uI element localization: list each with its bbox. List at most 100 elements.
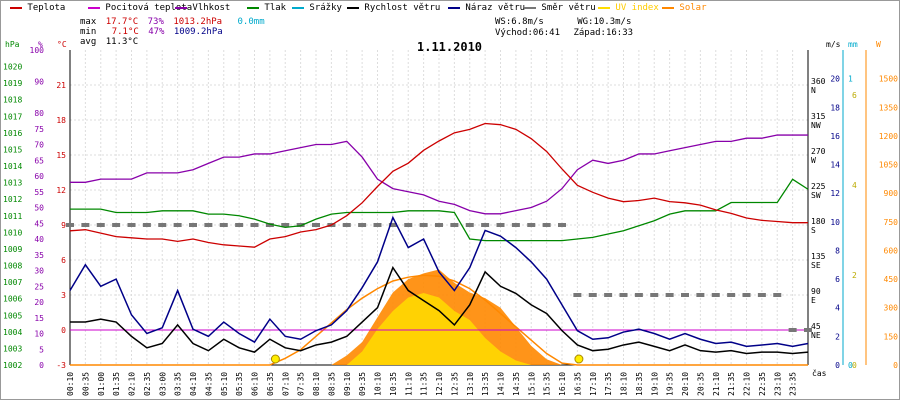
hum-tick-label: 10 [34, 330, 44, 339]
x-tick-label: 11:35 [420, 372, 429, 396]
hum-tick-label: 100 [30, 46, 45, 55]
legend-swatch-pressure [247, 6, 259, 9]
x-tick-label: 08:10 [312, 372, 321, 396]
hum-tick-label: 5 [39, 345, 44, 354]
dir-tick-label: 45 [811, 322, 821, 331]
legend-item-feels: Pocitová teplota [88, 3, 192, 13]
legend-swatch-temp [10, 6, 22, 9]
dir-tick-compass: N [811, 86, 816, 95]
temp-tick-label: 21 [56, 81, 66, 90]
x-tick-label: 14:35 [512, 372, 521, 396]
wind-direction-mark [404, 223, 413, 227]
wind-direction-mark [588, 293, 597, 297]
wind-direction-mark [511, 223, 520, 227]
x-tick-label: 04:10 [189, 372, 198, 396]
dir-tick-label: 360 [811, 77, 826, 86]
press-tick-label: 1016 [3, 129, 22, 138]
x-tick-label: 17:10 [589, 372, 598, 396]
wind-wg: WG:10.3m/s [577, 17, 632, 27]
press-tick-label: 1006 [3, 295, 22, 304]
stats-block: max 17.7°C 73% 1013.2hPa 0.0mm min 7.1°C… [80, 17, 265, 47]
uv-tick-label: 6 [852, 91, 857, 100]
x-tick-label: 09:10 [343, 372, 352, 396]
temp-tick-label: 3 [61, 291, 66, 300]
solar-unit-label: W [876, 40, 881, 49]
dir-tick-label: 315 [811, 112, 826, 121]
wind-ws: WS:6.8m/s [495, 17, 544, 27]
stats-min-label: min [80, 27, 97, 37]
x-tick-label: 03:00 [158, 372, 167, 396]
wind-direction-mark [558, 223, 566, 227]
wind-unit-label: m/s [826, 40, 841, 49]
solar-tick-label: 0 [893, 361, 898, 370]
temp-unit-label: °C [57, 40, 67, 49]
wind-direction-mark [66, 223, 74, 227]
stats-max-temp: 17.7°C [105, 17, 139, 27]
wind-direction-mark [419, 223, 428, 227]
rain-unit-label: mm [848, 40, 858, 49]
wind-direction-mark [96, 223, 105, 227]
legend-item-temp: Teplota [10, 3, 65, 13]
dir-tick-compass: S [811, 226, 816, 235]
wind-direction-mark [604, 293, 613, 297]
wind-tick-label: 10 [830, 218, 840, 227]
legend-label-feels: Pocitová teplota [105, 3, 193, 13]
x-tick-label: 00:35 [81, 372, 90, 396]
hum-tick-label: 55 [34, 188, 44, 197]
press-tick-label: 1014 [3, 162, 22, 171]
dir-tick-compass: NW [811, 121, 821, 130]
wind-tick-label: 6 [835, 275, 840, 284]
wind-direction-mark [788, 328, 797, 332]
press-tick-label: 1003 [3, 344, 22, 353]
wind-direction-mark [742, 293, 751, 297]
dir-tick-compass: SE [811, 261, 821, 270]
stats-max-press: 1013.2hPa [173, 17, 223, 27]
wind-direction-mark [450, 223, 459, 227]
uv-tick-label: 0 [852, 361, 857, 370]
stats-min-hum: 47% [148, 27, 165, 37]
hum-unit-label: % [38, 40, 43, 49]
hum-tick-label: 0 [39, 361, 44, 370]
solar-tick-label: 1350 [879, 103, 898, 112]
hum-tick-label: 25 [34, 282, 44, 291]
hum-tick-label: 45 [34, 219, 44, 228]
series-tlak-line [70, 178, 809, 242]
wind-direction-mark [804, 328, 812, 332]
wind-direction-mark [496, 223, 505, 227]
wind-direction-mark [727, 293, 736, 297]
press-tick-label: 1017 [3, 112, 22, 121]
stats-min-press: 1009.2hPa [173, 27, 223, 37]
press-tick-label: 1008 [3, 262, 22, 271]
hum-tick-label: 75 [34, 125, 44, 134]
legend-item-gust: Náraz větru [448, 3, 525, 13]
stats-max-rain: 0.0mm [237, 17, 265, 27]
wind-direction-mark [112, 223, 121, 227]
legend-swatch-feels [88, 6, 100, 9]
wind-direction-mark [265, 223, 274, 227]
hum-tick-label: 15 [34, 314, 44, 323]
wind-direction-mark [481, 223, 490, 227]
stats-avg-row: avg 11.3°C [80, 37, 265, 47]
x-tick-label: 19:10 [650, 372, 659, 396]
wind-info-block: WS:6.8m/s WG:10.3m/s Východ:06:41 Západ:… [495, 17, 633, 39]
legend-item-uv: UV index [598, 3, 659, 13]
press-tick-label: 1005 [3, 311, 22, 320]
wind-direction-mark [711, 293, 720, 297]
solar-tick-label: 300 [884, 304, 899, 313]
wind-direction-mark [219, 223, 228, 227]
x-tick-label: 06:10 [251, 372, 260, 396]
legend-swatch-direction [524, 6, 536, 9]
wind-tick-label: 4 [835, 304, 840, 313]
hum-tick-label: 90 [34, 78, 44, 87]
rain-tick-label: 1 [848, 75, 853, 84]
sunset-text: Západ:16:33 [573, 28, 634, 38]
wind-info-row-2: Východ:06:41 Západ:16:33 [495, 28, 633, 39]
legend-label-solar: Solar [679, 3, 707, 13]
x-tick-label: 02:35 [143, 372, 152, 396]
x-tick-label: 12:35 [450, 372, 459, 396]
series-solar-max-line [70, 274, 808, 366]
press-tick-label: 1011 [3, 212, 22, 221]
press-tick-label: 1019 [3, 79, 22, 88]
stats-max-row: max 17.7°C 73% 1013.2hPa 0.0mm [80, 17, 265, 27]
